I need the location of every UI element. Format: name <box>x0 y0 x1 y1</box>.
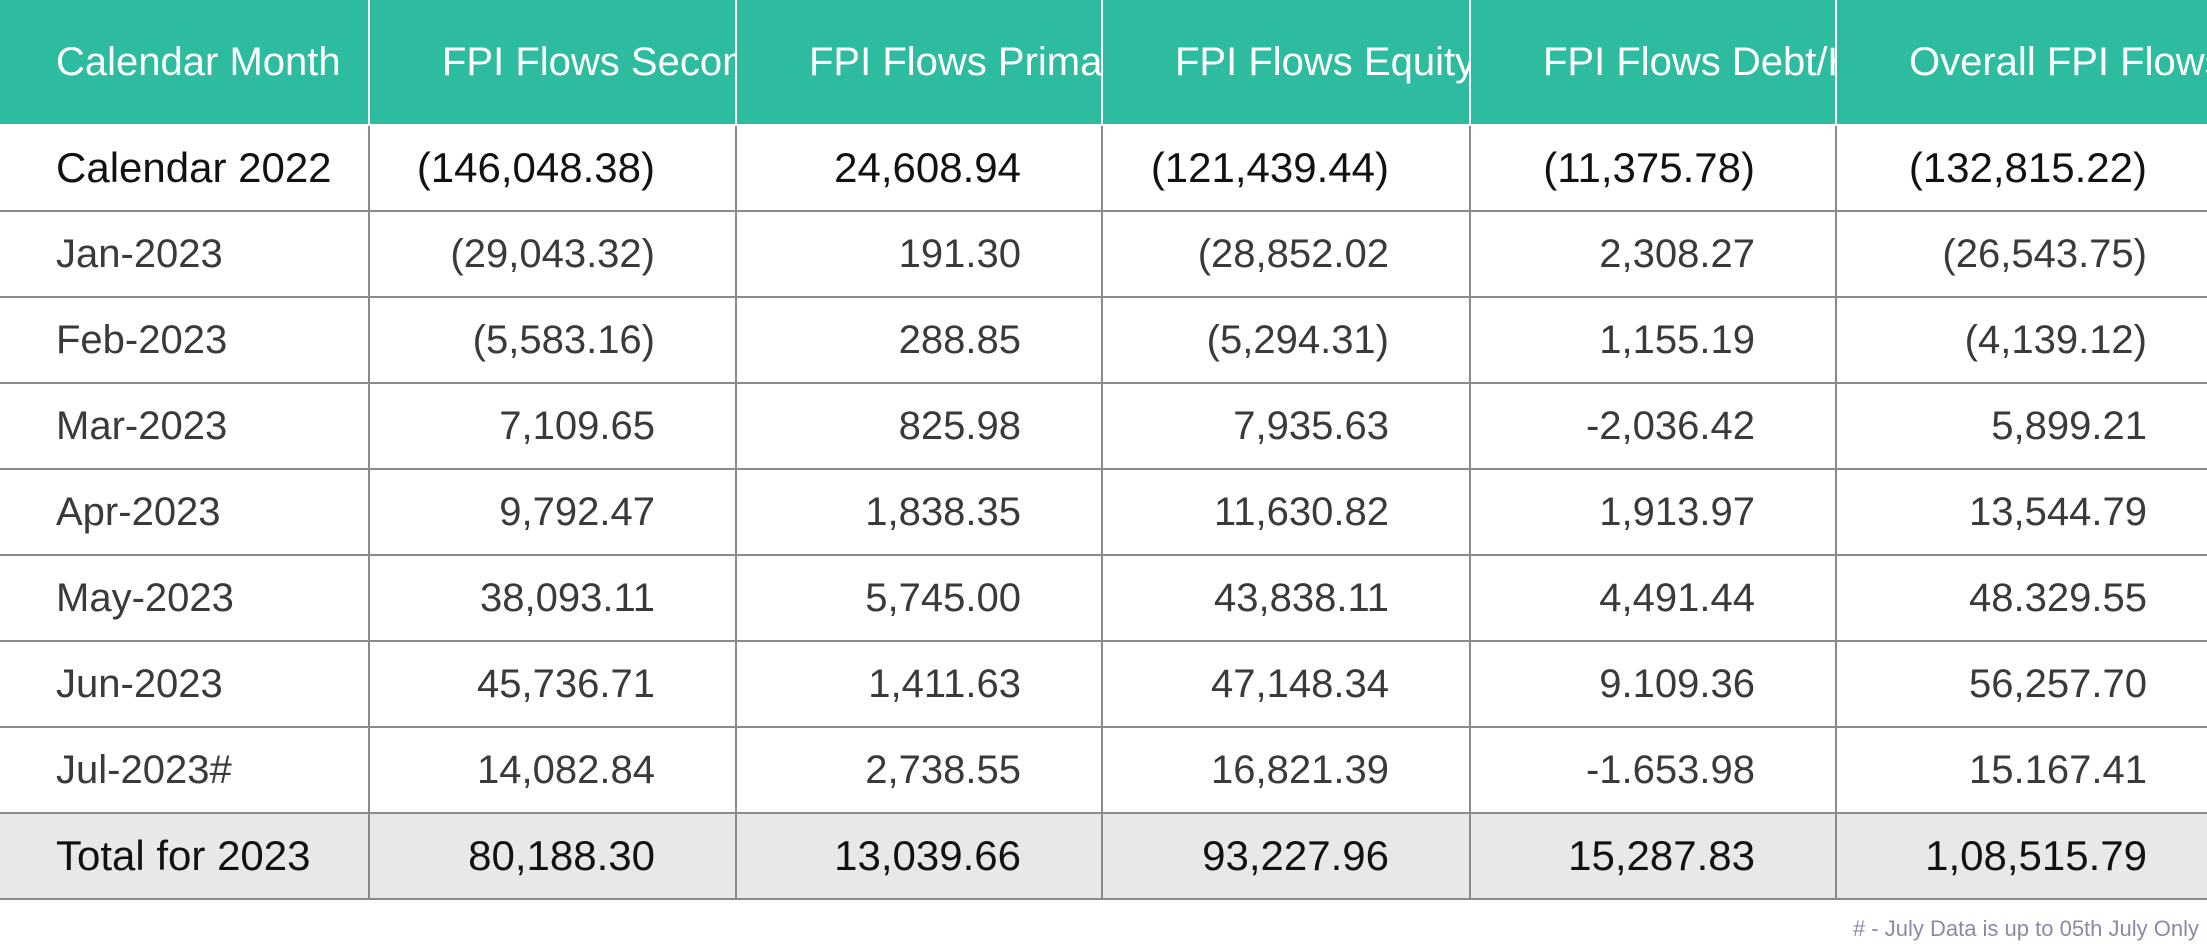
row-label: Calendar 2022 <box>0 124 370 212</box>
table-cell: 825.98 <box>735 382 1103 470</box>
table-cell: (11,375.78) <box>1469 124 1837 212</box>
table-cell: 45,736.71 <box>368 640 737 728</box>
table-body: Calendar 2022 (146,048.38) 24,608.94 (121,4… <box>0 124 2207 900</box>
table-row: Jul-2023# 14,082.84 2,738.55 16,821.39 -1.65… <box>0 726 2207 814</box>
header-row: Calendar Month FPI Flows Secondary FPI F… <box>0 0 2207 126</box>
table-row: Feb-2023 (5,583.16) 288.85 (5,294.31) 1,155.… <box>0 296 2207 384</box>
table-cell: (121,439.44) <box>1101 124 1471 212</box>
table-cell: 56,257.70 <box>1835 640 2207 728</box>
row-label: Apr-2023 <box>0 468 370 556</box>
table-cell: 4,491.44 <box>1469 554 1837 642</box>
table-cell: 1,411.63 <box>735 640 1103 728</box>
table-row: Apr-2023 9,792.47 1,838.35 11,630.82 1,913.9… <box>0 468 2207 556</box>
table-row: Jun-2023 45,736.71 1,411.63 47,148.34 9.109.… <box>0 640 2207 728</box>
table-cell: 9,792.47 <box>368 468 737 556</box>
table-row: May-2023 38,093.11 5,745.00 43,838.11 4,491.… <box>0 554 2207 642</box>
row-label: Jan-2023 <box>0 210 370 298</box>
table-cell: 43,838.11 <box>1101 554 1471 642</box>
table-cell: 13,544.79 <box>1835 468 2207 556</box>
row-label: Feb-2023 <box>0 296 370 384</box>
table-cell: 7,935.63 <box>1101 382 1471 470</box>
table-cell: (26,543.75) <box>1835 210 2207 298</box>
table-cell: 38,093.11 <box>368 554 737 642</box>
table-cell: 15,287.83 <box>1469 812 1837 900</box>
footnote: # - July Data is up to 05th July Only <box>1852 916 2199 941</box>
row-label: Mar-2023 <box>0 382 370 470</box>
total-row: Total for 2023 80,188.30 13,039.66 93,227.9… <box>0 812 2207 900</box>
table-header: Calendar Month FPI Flows Secondary FPI F… <box>0 0 2207 126</box>
table-cell: 93,227.96 <box>1101 812 1471 900</box>
table-cell: 48.329.55 <box>1835 554 2207 642</box>
table-cell: 80,188.30 <box>368 812 737 900</box>
table-cell: 1,08,515.79 <box>1835 812 2207 900</box>
header-fpi-flows-primary: FPI Flows Primary <box>735 0 1103 126</box>
table-cell: -2,036.42 <box>1469 382 1837 470</box>
row-label: Jul-2023# <box>0 726 370 814</box>
table-cell: (146,048.38) <box>368 124 737 212</box>
table-cell: 7,109.65 <box>368 382 737 470</box>
table-cell: 9.109.36 <box>1469 640 1837 728</box>
table-cell: 13,039.66 <box>735 812 1103 900</box>
row-label: Total for 2023 <box>0 812 370 900</box>
table-cell: (5,583.16) <box>368 296 737 384</box>
table-cell: 2,308.27 <box>1469 210 1837 298</box>
table-cell: (28,852.02 <box>1101 210 1471 298</box>
table-cell: (29,043.32) <box>368 210 737 298</box>
table-cell: 11,630.82 <box>1101 468 1471 556</box>
table-cell: 5,899.21 <box>1835 382 2207 470</box>
table-cell: 1,155.19 <box>1469 296 1837 384</box>
table-cell: 191.30 <box>735 210 1103 298</box>
table-cell: 14,082.84 <box>368 726 737 814</box>
table-cell: 288.85 <box>735 296 1103 384</box>
table-cell: 2,738.55 <box>735 726 1103 814</box>
table-cell: (4,139.12) <box>1835 296 2207 384</box>
table-row: Jan-2023 (29,043.32) 191.30 (28,852.02 2,308… <box>0 210 2207 298</box>
table-row: Mar-2023 7,109.65 825.98 7,935.63 -2,036.42 5… <box>0 382 2207 470</box>
table-cell: (5,294.31) <box>1101 296 1471 384</box>
table-cell: 1,913.97 <box>1469 468 1837 556</box>
header-overall-fpi-flows: Overall FPI Flows <box>1835 0 2207 126</box>
table-cell: 5,745.00 <box>735 554 1103 642</box>
table-cell: 16,821.39 <box>1101 726 1471 814</box>
fpi-flows-table: Calendar Month FPI Flows Secondary FPI F… <box>0 0 2207 900</box>
row-label: Jun-2023 <box>0 640 370 728</box>
header-fpi-flows-equity: FPI Flows Equity <box>1101 0 1471 126</box>
header-fpi-flows-secondary: FPI Flows Secondary <box>368 0 737 126</box>
header-calendar-month: Calendar Month <box>0 0 370 126</box>
table-cell: 24,608.94 <box>735 124 1103 212</box>
table-cell: (132,815.22) <box>1835 124 2207 212</box>
table-cell: 1,838.35 <box>735 468 1103 556</box>
row-label: May-2023 <box>0 554 370 642</box>
table-cell: -1.653.98 <box>1469 726 1837 814</box>
table-cell: 47,148.34 <box>1101 640 1471 728</box>
table-row: Calendar 2022 (146,048.38) 24,608.94 (121,4… <box>0 124 2207 212</box>
table-cell: 15.167.41 <box>1835 726 2207 814</box>
header-fpi-flows-debt-hybrid: FPI Flows Debt/Hybrid <box>1469 0 1837 126</box>
